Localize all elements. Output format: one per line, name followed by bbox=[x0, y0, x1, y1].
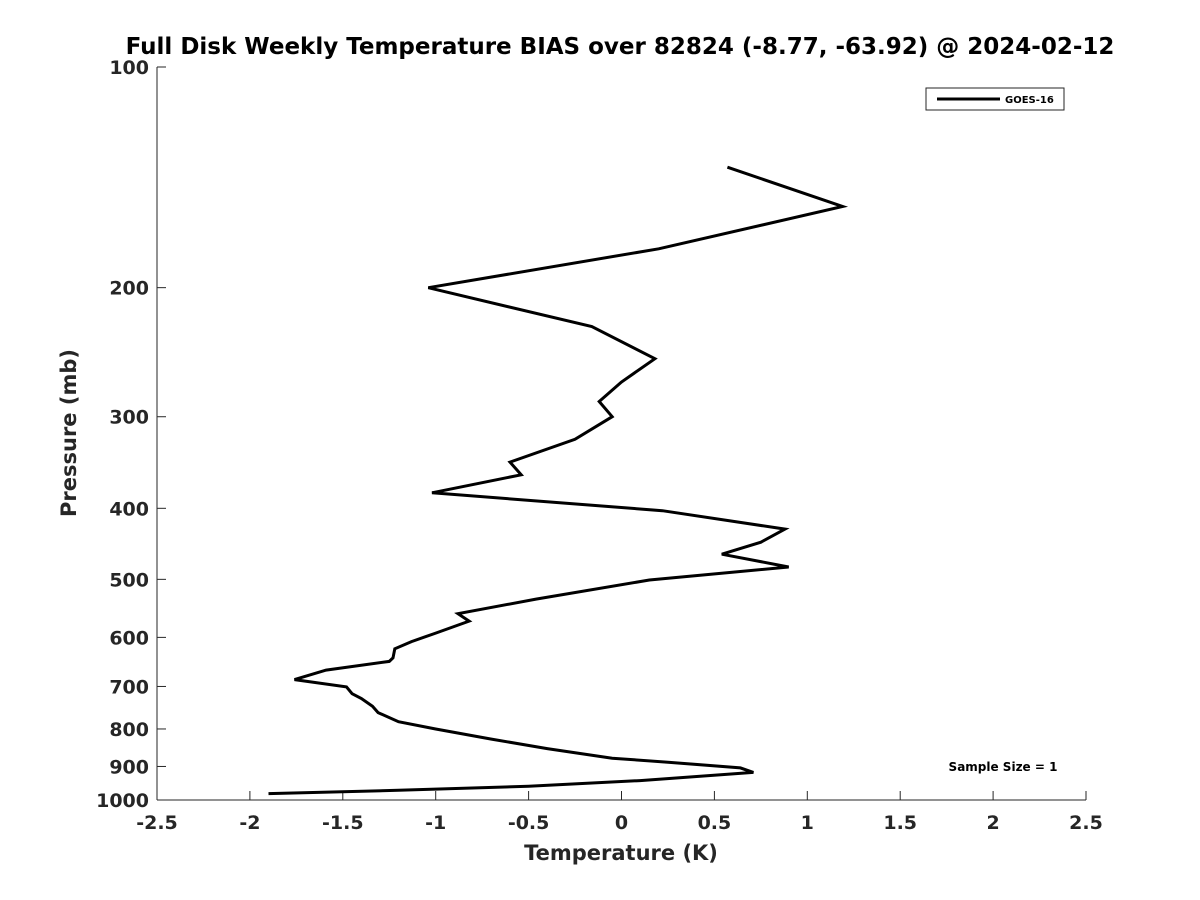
x-tick-label: 2 bbox=[986, 812, 999, 834]
sample-size-annotation: Sample Size = 1 bbox=[949, 760, 1058, 774]
y-tick-label: 300 bbox=[109, 407, 149, 429]
y-tick-label: 400 bbox=[109, 498, 149, 520]
series-line-goes-16 bbox=[268, 165, 849, 796]
x-tick-label: -2.5 bbox=[136, 812, 178, 834]
y-tick-label: 600 bbox=[109, 627, 149, 649]
y-tick-label: 200 bbox=[109, 278, 149, 300]
y-tick-label: 700 bbox=[109, 676, 149, 698]
y-tick-label: 800 bbox=[109, 719, 149, 741]
legend-label-goes-16: GOES-16 bbox=[1005, 95, 1054, 106]
y-axis-label: Pressure (mb) bbox=[57, 349, 81, 517]
y-tick-label: 900 bbox=[109, 756, 149, 778]
series-layer bbox=[268, 165, 849, 796]
x-tick-label: 2.5 bbox=[1069, 812, 1103, 834]
x-tick-label: 0.5 bbox=[698, 812, 732, 834]
y-tick-label: 500 bbox=[109, 569, 149, 591]
y-tick-label: 100 bbox=[109, 57, 149, 79]
x-tick-label: -1.5 bbox=[322, 812, 364, 834]
y-tick-label: 1000 bbox=[96, 790, 149, 812]
legend: GOES-16 bbox=[925, 87, 1065, 111]
x-tick-label: 1.5 bbox=[883, 812, 917, 834]
chart-title: Full Disk Weekly Temperature BIAS over 8… bbox=[126, 34, 1115, 60]
x-tick-label: 1 bbox=[801, 812, 814, 834]
x-tick-label: 0 bbox=[615, 812, 628, 834]
x-axis-label: Temperature (K) bbox=[524, 841, 718, 865]
x-tick-label: -0.5 bbox=[508, 812, 550, 834]
y-ticks: 100 200 300 400 500 600 700 800 900 1000 bbox=[96, 57, 166, 812]
x-tick-label: -2 bbox=[239, 812, 260, 834]
x-ticks: -2.5 -2 -1.5 -1 -0.5 0 0.5 1 1.5 2 2.5 bbox=[136, 791, 1103, 834]
x-tick-label: -1 bbox=[425, 812, 446, 834]
